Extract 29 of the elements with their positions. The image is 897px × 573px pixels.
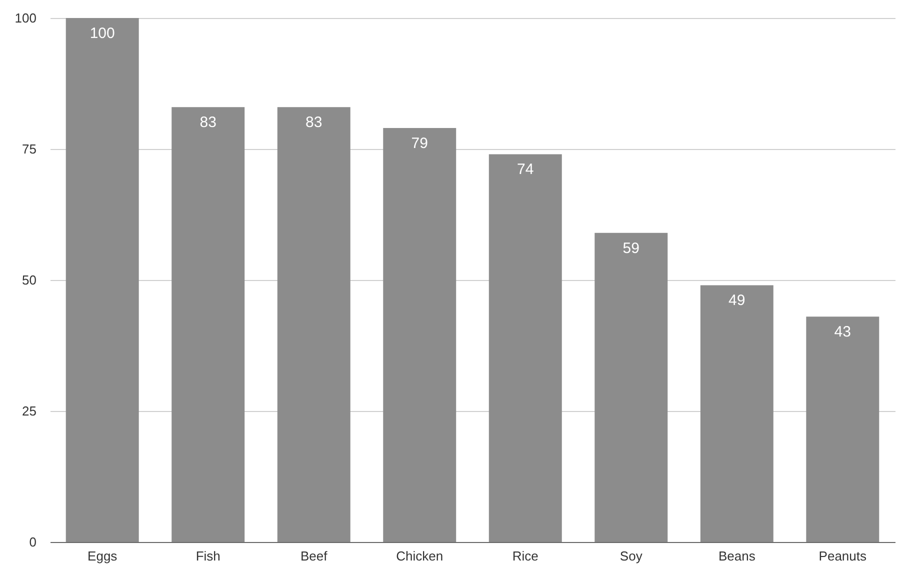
- y-tick-label: 0: [29, 534, 36, 550]
- x-tick-label: Beef: [300, 548, 328, 564]
- bar: [66, 18, 139, 542]
- x-tick-label: Chicken: [396, 548, 444, 564]
- y-tick-label: 25: [22, 404, 36, 418]
- data-label: 83: [200, 114, 216, 132]
- data-label: 49: [728, 292, 746, 310]
- data-label: 83: [306, 114, 322, 132]
- data-label: 79: [411, 135, 428, 152]
- bar: [277, 107, 350, 542]
- y-tick-label: 75: [22, 142, 36, 156]
- x-tick-label: Eggs: [88, 548, 118, 564]
- data-label: 43: [834, 324, 851, 341]
- data-label: 59: [622, 240, 640, 257]
- x-tick-label: Fish: [196, 548, 220, 564]
- x-tick-label: Peanuts: [818, 548, 867, 564]
- data-label: 74: [517, 161, 534, 178]
- bar: [700, 285, 774, 542]
- bar: [488, 154, 562, 542]
- y-tick-label: 100: [14, 10, 36, 26]
- bar: [806, 316, 880, 542]
- bar: [594, 232, 668, 542]
- bar: [383, 128, 456, 542]
- x-tick-label: Rice: [512, 548, 538, 564]
- y-tick-label: 50: [22, 272, 36, 288]
- x-tick-label: Soy: [620, 548, 643, 564]
- bar: [172, 107, 245, 542]
- data-label: 100: [90, 25, 115, 42]
- x-tick-label: Beans: [718, 548, 756, 564]
